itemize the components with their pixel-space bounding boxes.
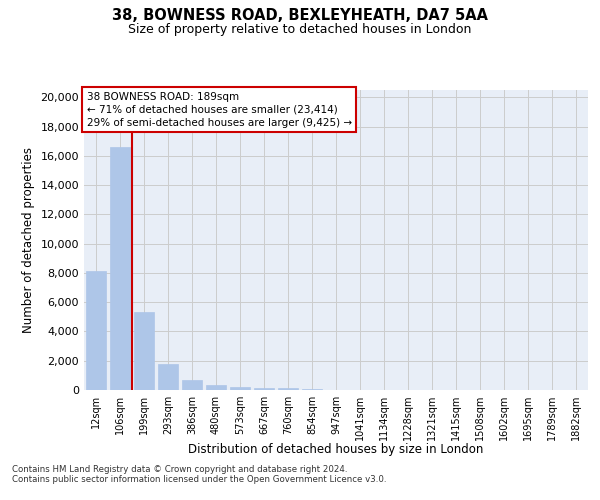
Text: 38 BOWNESS ROAD: 189sqm
← 71% of detached houses are smaller (23,414)
29% of sem: 38 BOWNESS ROAD: 189sqm ← 71% of detache… (86, 92, 352, 128)
Bar (110, 147, 130, 390)
Bar (254, 388, 274, 390)
Text: Contains public sector information licensed under the Open Government Licence v3: Contains public sector information licen… (12, 476, 386, 484)
Bar (86, 272, 106, 390)
Text: Distribution of detached houses by size in London: Distribution of detached houses by size … (188, 442, 484, 456)
Bar (278, 388, 298, 390)
Y-axis label: Number of detached properties: Number of detached properties (22, 147, 35, 333)
Text: 38, BOWNESS ROAD, BEXLEYHEATH, DA7 5AA: 38, BOWNESS ROAD, BEXLEYHEATH, DA7 5AA (112, 8, 488, 22)
Bar (230, 387, 250, 390)
Bar (206, 385, 226, 390)
Text: Size of property relative to detached houses in London: Size of property relative to detached ho… (128, 22, 472, 36)
Bar (302, 388, 322, 390)
Text: Contains HM Land Registry data © Crown copyright and database right 2024.: Contains HM Land Registry data © Crown c… (12, 466, 347, 474)
Bar (158, 364, 178, 390)
Bar (134, 312, 154, 390)
Bar (182, 380, 202, 390)
